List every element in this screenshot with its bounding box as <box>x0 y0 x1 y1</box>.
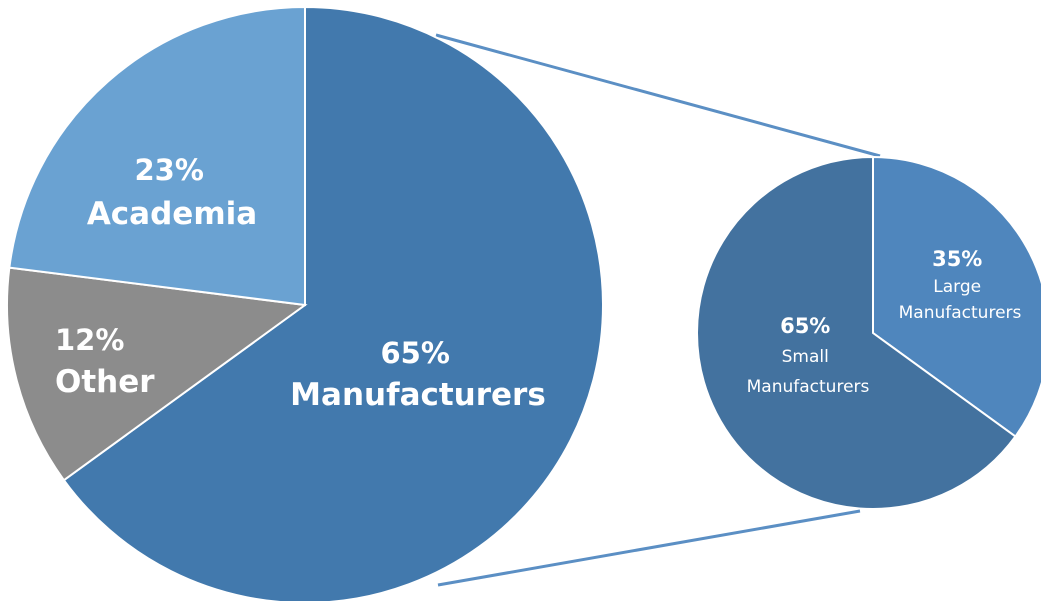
label-manufacturers-pct: 65% <box>381 336 450 370</box>
main-pie <box>6 5 604 601</box>
breakdown-pie <box>696 155 1041 510</box>
label-other-name: Other <box>55 364 155 400</box>
label-academia: 23% Academia <box>87 153 257 232</box>
label-small-manufacturers-line1: Small <box>782 347 829 367</box>
pie-slice-manufacturers <box>62 5 604 601</box>
connector-line-top <box>435 33 881 158</box>
label-academia-pct: 23% <box>135 153 204 187</box>
pie-slice-large-manufacturers <box>872 155 1041 438</box>
label-small-manufacturers-pct: 65% <box>780 314 830 338</box>
label-large-manufacturers-line2: Manufacturers <box>899 303 1022 323</box>
label-academia-name: Academia <box>87 196 257 232</box>
label-other-pct: 12% <box>55 323 124 357</box>
label-small-manufacturers: 65% Small Manufacturers <box>747 314 870 397</box>
label-large-manufacturers: 35% Large Manufacturers <box>899 247 1022 323</box>
label-small-manufacturers-line2: Manufacturers <box>747 377 870 397</box>
label-large-manufacturers-line1: Large <box>933 277 981 297</box>
label-manufacturers: 65% Manufacturers <box>290 336 546 413</box>
pie-slice-academia <box>8 5 306 307</box>
pie-slice-other <box>6 266 308 482</box>
pie-slice-small-manufacturers <box>696 155 1017 510</box>
label-manufacturers-name: Manufacturers <box>290 377 546 413</box>
label-large-manufacturers-pct: 35% <box>932 247 982 271</box>
label-other: 12% Other <box>55 323 155 400</box>
connector-line-bottom <box>437 509 861 587</box>
